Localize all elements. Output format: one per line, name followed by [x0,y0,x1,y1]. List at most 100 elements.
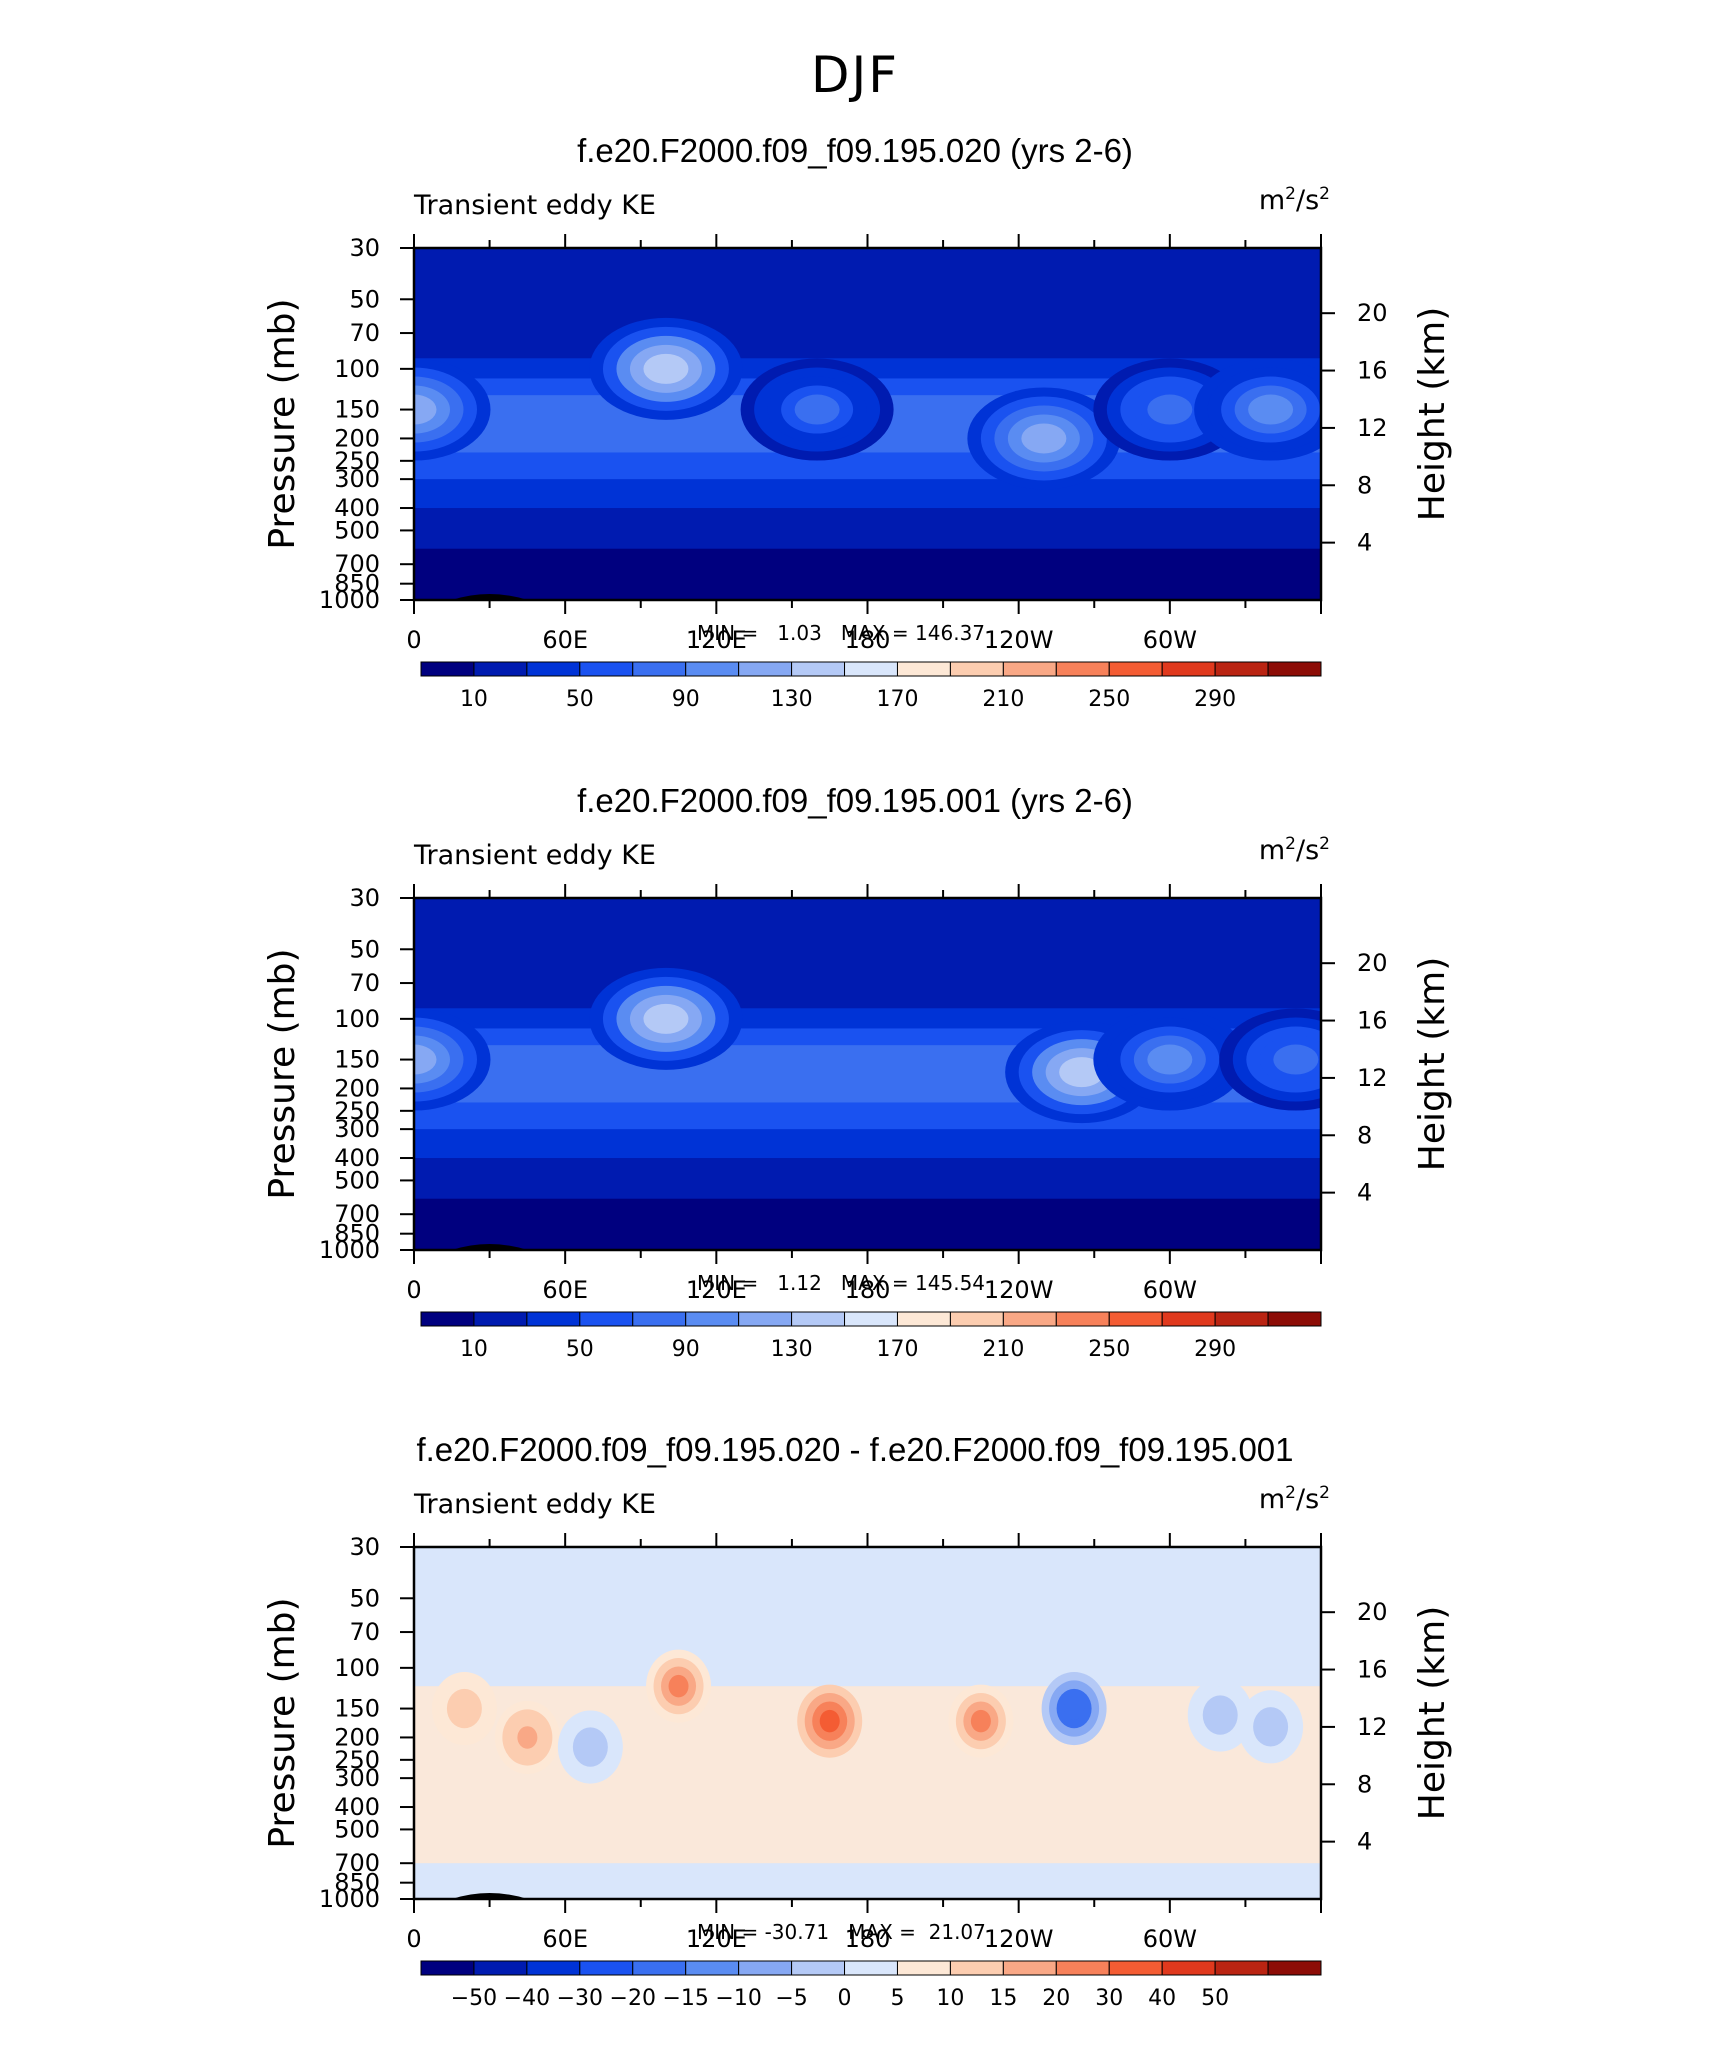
y-tick-label: 200 [334,1074,380,1102]
colorbar-label: −40 [504,1986,550,2011]
y-tick-label: 400 [334,494,380,522]
x-tick-label: 60E [542,626,588,652]
contour-feature [414,394,437,425]
colorbar-box [1002,1960,1057,1976]
colorbar-box [1108,1311,1163,1327]
colorbar-label: 50 [566,687,594,712]
chart-title: f.e20.F2000.f09_f09.195.020 (yrs 2-6) [577,132,1133,169]
colorbar-box [473,661,528,677]
contour-plot: 0 60E 120E 180 120W 60W3050701001502002503004… [262,1533,1453,1951]
colorbar-box [1108,661,1163,677]
y-tick-label: 850 [334,570,380,598]
x-tick-label: 120W [984,626,1054,652]
colorbar-label: 50 [1201,1986,1229,2011]
field-band [414,548,1321,600]
y2-tick-label: 20 [1357,949,1388,977]
colorbar-box [1267,1311,1322,1327]
colorbar-box [632,1311,687,1327]
colorbar-box [844,1960,898,1976]
colorbar-box [526,1311,581,1327]
y-tick-label: 150 [334,1046,380,1074]
colorbar-box [1055,661,1110,677]
max-value: 146.37 [908,621,986,645]
chart-title: f.e20.F2000.f09_f09.195.001 (yrs 2-6) [577,782,1133,819]
y2-axis-title: Height (km) [1412,307,1453,521]
x-tick-label: 120E [686,1276,747,1302]
x-tick-label: 180 [845,1925,891,1951]
x-tick-label: 120W [984,1925,1054,1951]
colorbar-box [685,1311,740,1327]
y-tick-label: 700 [334,550,380,578]
min-label: MIN = [697,621,759,645]
y2-tick-label: 12 [1357,1064,1388,1092]
contour-plot: 0 60E 120E 180 120W 60W3050701001502002503004… [262,884,1453,1302]
colorbar-label: 10 [460,1337,488,1362]
x-tick-label: 60E [542,1276,588,1302]
chart-title: f.e20.F2000.f09_f09.195.020 - f.e20.F200… [416,1431,1294,1468]
colorbar-box [632,661,687,677]
colorbar: 10 50 90 130 170 210 250 290 [420,661,1322,712]
contour-feature [1260,1715,1281,1739]
y-tick-label: 50 [349,1584,380,1612]
colorbar-box [685,661,740,677]
min-value: 1.03 [758,621,841,645]
colorbar-box [738,1311,793,1327]
y-axis-title: Pressure (mb) [262,298,303,549]
colorbar-label: 40 [1148,1986,1176,2011]
x-tick-label: 60E [542,1925,588,1951]
x-tick-label: 0 [406,626,421,652]
y-tick-label: 850 [334,1869,380,1897]
contour-feature [1021,423,1067,454]
colorbar-label: 170 [876,1337,918,1362]
colorbar-label: −30 [557,1986,603,2011]
y-tick-label: 500 [334,516,380,544]
y2-tick-label: 8 [1357,1121,1372,1149]
colorbar-label: 290 [1194,687,1236,712]
colorbar-label: 250 [1088,1337,1130,1362]
contour-feature [794,394,840,425]
y-tick-label: 400 [334,1144,380,1172]
contour-feature [1064,1697,1085,1720]
y-axis-title: Pressure (mb) [262,1597,303,1848]
colorbar-box [526,661,581,677]
units-label: m2/s2 [1258,1483,1330,1515]
colorbar-box [1055,1960,1110,1976]
y-tick-label: 250 [334,1097,380,1125]
colorbar-box [473,1960,528,1976]
contour-feature [668,1674,689,1698]
y-tick-label: 30 [349,1533,380,1561]
min-max-summary: MIN = 1.12 MAX = 145.54 [697,1271,985,1295]
y-tick-label: 200 [334,1723,380,1751]
y-tick-label: 100 [334,1005,380,1033]
colorbar-box [1267,1960,1322,1976]
colorbar-box [844,661,898,677]
colorbar-box [738,1960,793,1976]
colorbar-box [579,661,634,677]
topography [451,1244,528,1250]
y-tick-label: 300 [334,1115,380,1143]
colorbar-box [1002,661,1057,677]
y2-tick-label: 12 [1357,414,1388,442]
x-tick-label: 120E [686,1925,747,1951]
y-tick-label: 700 [334,1849,380,1877]
x-tick-label: 60W [1143,1276,1197,1302]
y-tick-label: 500 [334,1815,380,1843]
y2-tick-label: 4 [1357,529,1372,557]
chart-panel-2: f.e20.F2000.f09_f09.195.001 (yrs 2-6) Tra… [0,782,1710,1422]
colorbar-label: 90 [672,1337,700,1362]
x-tick-label: 0 [406,1925,421,1951]
min-label: MIN = [697,1271,759,1295]
colorbar-box [473,1311,528,1327]
colorbar-label: 210 [982,687,1024,712]
colorbar-box [632,1960,687,1976]
colorbar-label: 210 [982,1337,1024,1362]
colorbar-label: 90 [672,687,700,712]
topography [451,594,528,600]
y-tick-label: 100 [334,1654,380,1682]
topography [451,1893,528,1899]
units-label: m2/s2 [1258,184,1330,216]
colorbar-label: −50 [451,1986,497,2011]
y-tick-label: 30 [349,884,380,912]
colorbar-box [579,1960,634,1976]
colorbar-label: −10 [715,1986,761,2011]
